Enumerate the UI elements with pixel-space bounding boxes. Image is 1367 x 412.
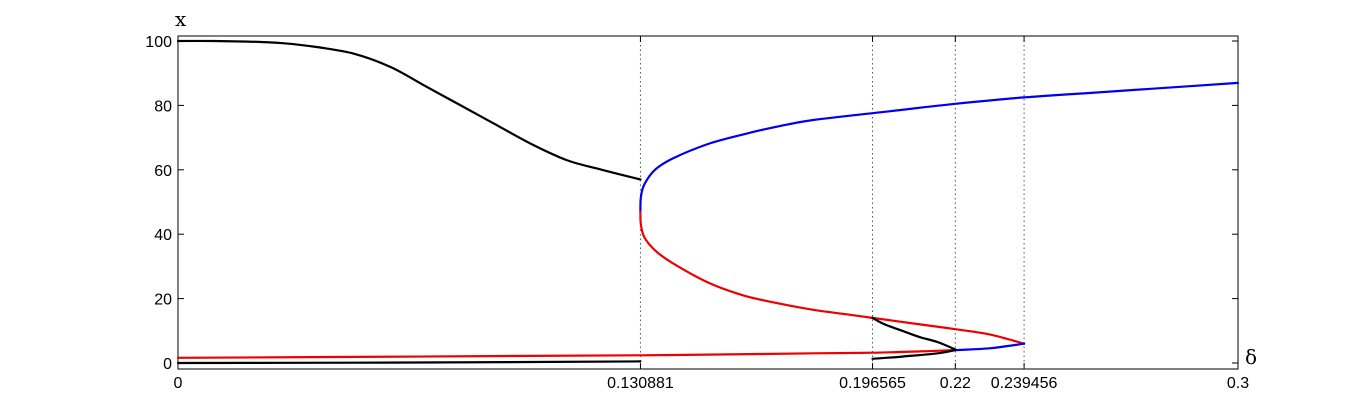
x-tick-label: 0.239456: [991, 375, 1058, 392]
y-axis-label: x: [175, 7, 187, 31]
x-axis-label: δ: [1245, 345, 1257, 369]
black-branch-curve: [871, 316, 957, 351]
red-branch-curve: [176, 349, 957, 359]
y-tick-label: 0: [163, 356, 172, 373]
red-branch-curve: [639, 210, 1026, 345]
x-tick-label: 0: [174, 375, 183, 392]
y-tick-label: 60: [154, 163, 172, 180]
x-tick-label: 0.196565: [839, 375, 906, 392]
black-branch-curve: [176, 39, 642, 181]
axis-ticks: 0 0.130881 0.196565 0.22 0.239456 0.3 0 20 40 60 8…: [145, 34, 1249, 392]
blue-branch-curve: [954, 342, 1026, 352]
black-branch-curve: [871, 349, 957, 360]
x-tick-label: 0.3: [1227, 375, 1249, 392]
y-tick-label: 100: [145, 34, 172, 51]
y-tick-label: 80: [154, 98, 172, 115]
plot-frame: [177, 35, 1239, 370]
y-tick-label: 40: [154, 227, 172, 244]
black-branch-curve: [176, 360, 642, 365]
y-tick-label: 20: [154, 292, 172, 309]
x-tick-label: 0.22: [940, 375, 971, 392]
blue-branch-curve: [639, 81, 1240, 213]
curve-layer: [176, 39, 1240, 365]
x-tick-label: 0.130881: [607, 375, 674, 392]
